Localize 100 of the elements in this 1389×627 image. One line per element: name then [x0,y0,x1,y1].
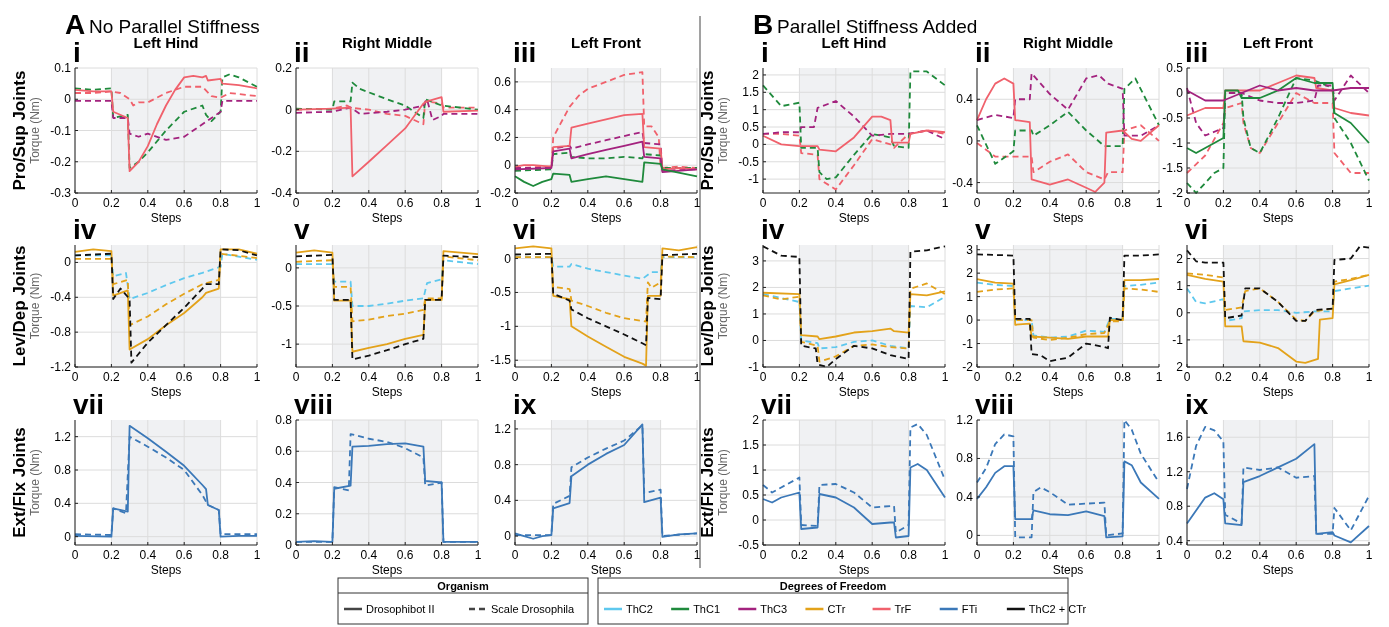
y-tick-label: 1.2 [956,413,974,427]
line-series [295,98,479,121]
legend-label: CTr [827,603,846,615]
y-tick-label: 2 [752,67,760,82]
chart-title: Left Hind [821,34,887,51]
y-tick-label: 0.6 [275,444,293,459]
y-tick-label: 0 [966,133,974,148]
x-tick-label: 0.6 [1287,196,1305,210]
chart-title: Right Middle [1023,34,1113,51]
y-tick-label: 0.5 [742,120,760,135]
y-tick-label: 0.8 [275,413,293,427]
y-tick-label: 0 [285,260,293,275]
y-axis-title: Torque (Nm) [716,97,730,164]
x-tick-label: 1 [693,548,701,562]
legend-label: FTi [961,603,978,615]
y-tick-label: 0.2 [275,61,293,75]
x-tick-label: 0.4 [360,370,378,384]
x-tick-label: 0.4 [579,196,597,210]
y-tick-label: -0.4 [50,290,72,305]
y-tick-label: 0 [752,137,760,152]
y-tick-label: 0 [752,333,760,348]
x-tick-label: 0.4 [579,548,597,562]
text: ii [975,37,991,68]
x-tick-label: 0.8 [652,196,670,210]
y-tick-label: 0.4 [54,496,72,511]
line-series [976,77,1160,165]
annotation: viii [294,389,333,420]
y-axis-title: Torque (Nm) [28,449,42,516]
x-tick-label: 0.4 [827,196,845,210]
text: vii [73,389,105,420]
annotation: viii [975,389,1014,420]
y-tick-label: -2 [1172,186,1184,200]
x-axis-title: Steps [1262,563,1294,577]
y-tick-label: 1.6 [1166,430,1184,445]
y-tick-label: 2 [752,280,760,295]
y-tick-label: -0.8 [50,325,72,340]
y-tick-label: -1 [748,172,760,187]
x-tick-label: 0.8 [900,548,918,562]
line-series [762,293,946,350]
annotation: v [975,214,991,245]
x-tick-label: 0.8 [212,370,230,384]
y-tick-label: -0.2 [271,144,293,159]
y-tick-label: 0.4 [494,102,512,117]
x-axis-title: Steps [1052,211,1084,225]
x-tick-label: 0.2 [324,548,342,562]
y-tick-label: -0.1 [50,123,72,138]
x-tick-label: 0.6 [615,370,633,384]
x-tick-label: 0.6 [615,548,633,562]
y-tick-label: 0 [752,513,760,527]
x-tick-label: 0.2 [1005,548,1023,562]
x-tick-label: 0.8 [1114,196,1132,210]
x-tick-label: 1 [941,548,949,562]
y-tick-label: 2 [1176,360,1184,374]
y-tick-label: -0.4 [271,186,293,200]
x-tick-label: 0.2 [1215,370,1233,384]
x-tick-label: 0.6 [396,548,414,562]
text: Ext/Flx Joints [10,427,29,538]
x-tick-label: 0.2 [791,196,809,210]
x-tick-label: 1 [941,370,949,384]
x-tick-label: 0.6 [175,370,193,384]
x-tick-label: 0.4 [1041,196,1059,210]
chart-title: Left Hind [133,34,199,51]
x-tick-label: 0.6 [1077,196,1095,210]
text: ii [294,37,310,68]
chart-title: Right Middle [342,34,432,51]
legend-label: ThC3 [760,603,788,615]
text: Pro/Sup Joints [10,70,29,191]
line-series [762,423,946,534]
x-tick-label: 0.8 [652,548,670,562]
text: vi [1185,214,1209,245]
x-axis-title: Steps [590,563,622,577]
x-tick-label: 0.6 [1077,548,1095,562]
line-series [1186,284,1370,322]
x-axis-title: Steps [1052,563,1084,577]
chart-title: Left Front [1243,34,1313,51]
x-tick-label: 0.8 [1324,196,1342,210]
x-tick-label: 0.6 [396,196,414,210]
y-tick-label: 0.8 [1166,499,1184,514]
x-tick-label: 0.6 [1287,370,1305,384]
annotation: vii [761,389,793,420]
y-tick-label: 0.1 [54,61,72,75]
y-tick-label: 0.4 [494,493,512,508]
y-tick-label: 0.8 [54,463,72,477]
x-tick-label: 0.6 [615,196,633,210]
text: Pro/Sup Joints [698,70,717,191]
line-series [1186,245,1370,322]
y-tick-label: -1 [500,319,512,334]
y-tick-label: 1 [966,289,974,304]
y-tick-label: -1 [1172,136,1184,150]
text: ix [513,389,537,420]
x-axis-title: Steps [371,211,403,225]
x-tick-label: 0.4 [139,370,157,384]
y-tick-label: 0 [504,251,512,266]
x-tick-label: 0.2 [103,196,121,210]
x-tick-label: 0.4 [1251,370,1269,384]
y-tick-label: 0 [966,313,974,328]
x-tick-label: 1 [253,370,261,384]
line-series [976,253,1160,363]
text: Lev/Dep Joints [698,245,717,367]
x-tick-label: 1 [253,196,261,210]
